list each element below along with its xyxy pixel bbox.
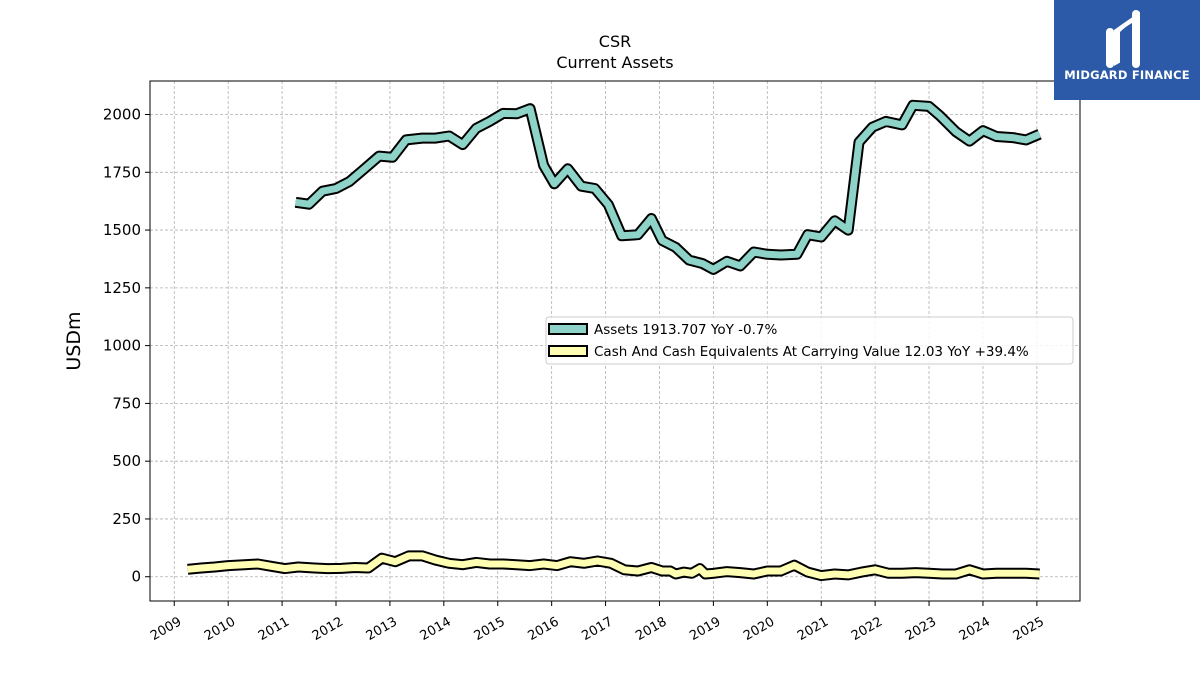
y-tick-label: 2000 xyxy=(103,106,141,124)
brand-name: MIDGARD FINANCE xyxy=(1064,68,1190,82)
y-tick-label: 500 xyxy=(112,452,141,470)
y-axis-label: USDm xyxy=(63,311,85,370)
x-tick-label: 2014 xyxy=(418,614,454,644)
chart-title: CSR xyxy=(598,32,632,51)
x-tick-label: 2012 xyxy=(310,614,346,644)
y-tick-label: 1250 xyxy=(103,279,141,297)
chart-subtitle: Current Assets xyxy=(556,53,674,72)
y-tick-label: 1500 xyxy=(103,221,141,239)
legend-swatch xyxy=(548,345,588,357)
series-line-0 xyxy=(295,101,1041,273)
legend-swatch xyxy=(548,323,588,335)
x-tick-label: 2018 xyxy=(633,614,669,644)
x-tick-label: 2024 xyxy=(957,614,993,644)
x-tick-label: 2010 xyxy=(202,614,238,644)
y-tick-label: 750 xyxy=(112,394,141,412)
series-line-1 xyxy=(187,552,1040,580)
midgard-logo-icon xyxy=(1106,10,1140,68)
y-tick-label: 1000 xyxy=(103,337,141,355)
x-tick-label: 2023 xyxy=(903,614,939,644)
series-layer xyxy=(187,99,1042,582)
legend-box xyxy=(545,316,1074,365)
x-tick-label: 2015 xyxy=(472,614,508,644)
x-tick-label: 2017 xyxy=(579,614,615,644)
x-tick-label: 2016 xyxy=(525,614,561,644)
x-tick-label: 2020 xyxy=(741,614,777,644)
y-tick-label: 0 xyxy=(131,568,141,586)
x-tick-label: 2021 xyxy=(795,614,831,644)
legend-entry: Assets 1913.707 YoY -0.7% xyxy=(594,322,778,338)
y-tick-label: 250 xyxy=(112,510,141,528)
x-tick-label: 2011 xyxy=(256,614,292,644)
brand-logo: MIDGARD FINANCE xyxy=(1054,0,1200,100)
x-tick-label: 2025 xyxy=(1011,614,1047,644)
plot-frame xyxy=(149,80,1081,602)
x-tick-label: 2022 xyxy=(849,614,885,644)
legend-entry: Cash And Cash Equivalents At Carrying Va… xyxy=(594,344,1029,360)
x-tick-label: 2019 xyxy=(687,614,723,644)
y-tick-label: 1750 xyxy=(103,163,141,181)
x-tick-label: 2013 xyxy=(364,614,400,644)
legend: Assets 1913.707 YoY -0.7% Cash And Cash E… xyxy=(545,316,1074,365)
x-tick-label: 2009 xyxy=(148,614,184,644)
